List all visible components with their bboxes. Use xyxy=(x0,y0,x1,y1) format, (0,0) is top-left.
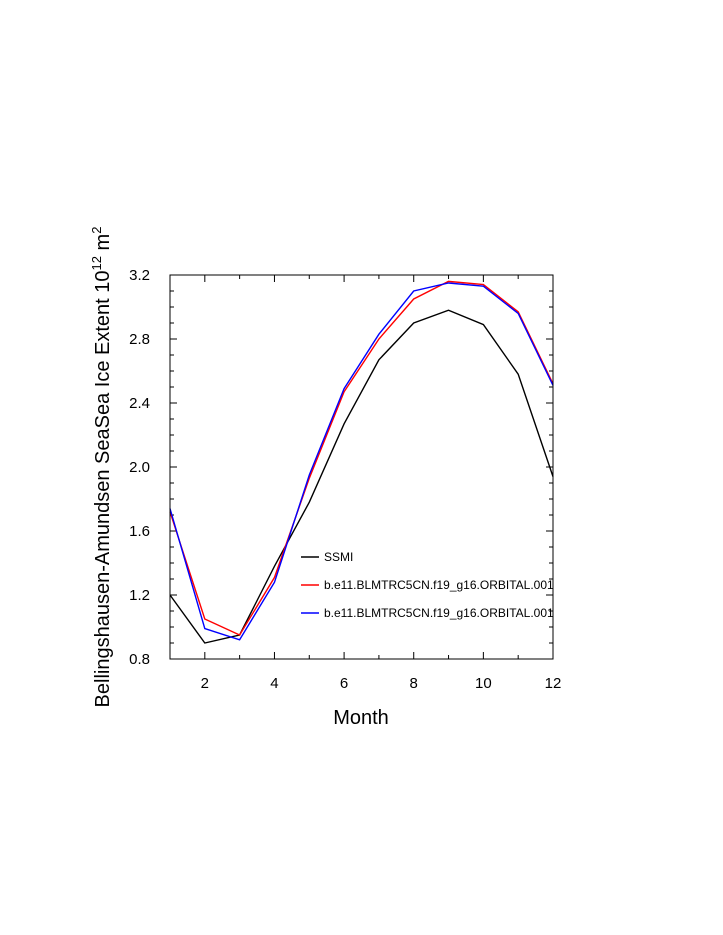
y-tick-labels: 0.8 1.2 1.6 2.0 2.4 2.8 3.2 xyxy=(129,267,150,668)
axis-ticks xyxy=(169,274,554,660)
legend-label-3: b.e11.BLMTRC5CN.f19_g16.ORBITAL.001 xyxy=(324,606,554,620)
legend-label-1: SSMI xyxy=(324,550,353,564)
x-tick-label: 8 xyxy=(410,675,418,692)
y-axis-title-exponent: 12 xyxy=(89,256,104,270)
x-tick-label: 4 xyxy=(270,675,278,692)
legend: SSMIb.e11.BLMTRC5CN.f19_g16.ORBITAL.001b… xyxy=(301,550,554,620)
y-axis-title: Bellingshausen-Amundsen SeaSea Ice Exten… xyxy=(89,227,114,708)
x-tick-label: 2 xyxy=(201,675,209,692)
plot-frame xyxy=(169,274,554,660)
y-tick-label: 1.6 xyxy=(129,523,150,540)
y-axis-title-main: Bellingshausen-Amundsen SeaSea Ice Exten… xyxy=(92,270,114,707)
series-line-3 xyxy=(169,282,554,641)
y-axis-title-unit-exponent: 2 xyxy=(89,227,104,234)
x-tick-label: 12 xyxy=(545,675,562,692)
legend-label-2: b.e11.BLMTRC5CN.f19_g16.ORBITAL.001 xyxy=(324,578,554,592)
series-lines xyxy=(169,280,554,644)
x-tick-label: 6 xyxy=(340,675,348,692)
series-line-1 xyxy=(169,309,554,644)
y-tick-label: 0.8 xyxy=(129,651,150,668)
series-line-2 xyxy=(169,280,554,636)
y-tick-label: 2.8 xyxy=(129,331,150,348)
y-tick-label: 3.2 xyxy=(129,267,150,284)
y-axis-title-unit: m xyxy=(92,234,114,256)
y-tick-label: 2.4 xyxy=(129,395,150,412)
x-tick-labels: 2 4 6 8 10 12 xyxy=(201,675,562,692)
x-tick-label: 10 xyxy=(475,675,492,692)
x-axis-title: Month xyxy=(333,707,389,729)
y-tick-label: 2.0 xyxy=(129,459,150,476)
y-tick-label: 1.2 xyxy=(129,587,150,604)
